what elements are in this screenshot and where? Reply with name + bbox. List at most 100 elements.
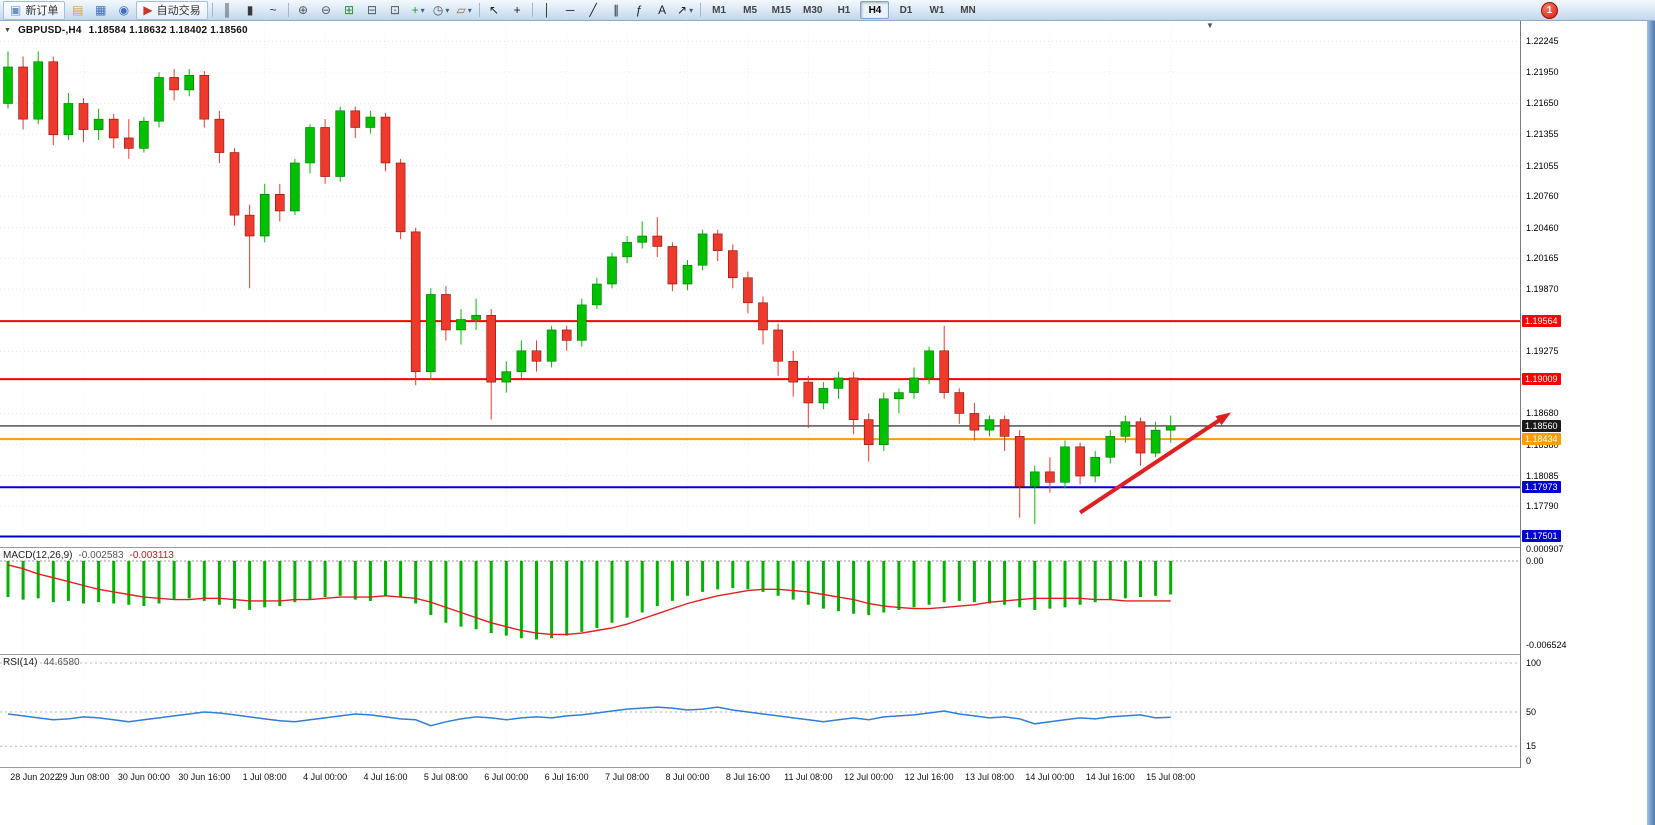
timeframe-h4-button-label: H4 — [868, 4, 882, 16]
bull-candle — [139, 120, 149, 149]
timeframe-m5-button[interactable]: M5 — [736, 1, 765, 19]
bull-candle — [305, 127, 315, 164]
dropdown-caret-icon[interactable]: ▾ — [689, 5, 694, 15]
tile-windows-icon[interactable]: ⊟ — [362, 1, 383, 20]
sound-alert-icon-icon: ◉ — [118, 3, 130, 17]
bear-candle — [863, 419, 874, 446]
bull-candle — [894, 392, 904, 400]
bear-candle — [788, 360, 799, 383]
price-axis-label: 1.18680 — [1526, 408, 1559, 419]
price-axis-label: 1.22245 — [1526, 36, 1559, 47]
bear-candle — [803, 381, 814, 404]
time-axis[interactable]: 28 Jun 2022 29 Jun 08:00 30 Jun 00:00 30 Ju… — [0, 768, 1520, 790]
timeframe-w1-button-label: W1 — [929, 4, 945, 16]
new-order-button[interactable]: ▣ 新订单 — [3, 0, 66, 20]
auto-trading-button-label: 自动交易 — [156, 5, 201, 17]
dropdown-caret-icon[interactable]: ▾ — [467, 5, 472, 15]
symbol-title: GBPUSD-,H4 — [17, 25, 82, 36]
zoom-in-icon[interactable]: ⊕ — [293, 1, 314, 20]
macd-value-main: -0.002583 — [78, 550, 124, 561]
macd-name: MACD(12,26,9) — [3, 550, 73, 561]
timeframe-w1-button[interactable]: W1 — [922, 1, 951, 19]
timeframe-h1-button[interactable]: H1 — [829, 1, 858, 19]
bear-candle — [848, 377, 859, 420]
timeframe-d1-button[interactable]: D1 — [891, 1, 920, 19]
bear-candle — [954, 392, 965, 414]
vertical-line-icon[interactable]: │ — [537, 1, 558, 20]
bear-candle — [1014, 436, 1025, 487]
dropdown-caret-icon[interactable]: ▾ — [420, 5, 425, 15]
bear-candle — [124, 137, 134, 149]
timeframe-m1-button-label: M1 — [712, 4, 727, 16]
cascade-windows-icon-icon: ⊡ — [390, 3, 401, 17]
arrows-tool-icon[interactable]: ↗ ▾ — [675, 1, 696, 20]
time-axis-label: 8 Jul 00:00 — [665, 772, 710, 782]
chart-shift-marker[interactable]: ▼ — [1206, 21, 1214, 30]
bull-candle — [1030, 471, 1040, 487]
bear-candle — [486, 315, 497, 383]
bear-candle — [1075, 446, 1085, 477]
periods-icon[interactable]: ◷ ▾ — [431, 1, 452, 20]
timeframe-m15-button[interactable]: M15 — [767, 1, 796, 19]
bull-candle — [365, 116, 376, 128]
fibonacci-icon[interactable]: ƒ — [629, 1, 650, 20]
auto-trading-icon: ▶ — [143, 3, 153, 17]
add-indicator-icon[interactable]: + ▾ — [408, 1, 429, 20]
templates-icon[interactable]: ▱ ▾ — [454, 1, 475, 20]
price-marker-1.18434: 1.18434 — [1522, 433, 1561, 446]
bear-candle — [48, 61, 59, 136]
bull-candle — [1150, 429, 1161, 454]
bear-candle — [108, 118, 119, 139]
grid-icon[interactable]: ⊞ — [339, 1, 360, 20]
zoom-out-icon[interactable]: ⊖ — [316, 1, 337, 20]
timeframe-m1-button[interactable]: M1 — [705, 1, 734, 19]
zoom-in-icon-icon: ⊕ — [298, 3, 309, 17]
bear-candle — [758, 302, 768, 331]
cursor-icon[interactable]: ↖ — [484, 1, 505, 20]
toolbar-separator — [211, 3, 213, 17]
ohlc-bars-chart-icon[interactable]: ║ — [217, 1, 238, 20]
trendline-icon-icon: ╱ — [589, 3, 597, 17]
macd-label: MACD(12,26,9) -0.002583 -0.003113 — [3, 550, 174, 561]
bull-candle — [576, 304, 587, 341]
chart-window-icon[interactable]: ▤ — [67, 1, 88, 20]
line-chart-icon[interactable]: ~ — [263, 1, 284, 20]
timeframe-h4-button[interactable]: H4 — [860, 1, 890, 19]
bull-candle — [33, 61, 44, 120]
bear-candle — [320, 127, 330, 177]
text-label-icon[interactable]: A — [652, 1, 673, 20]
price-chart-pane[interactable]: ▼ GBPUSD-,H4 1.18584 1.18632 1.18402 1.1… — [0, 20, 1520, 548]
timeframe-d1-button-label: D1 — [899, 4, 913, 16]
timeframe-mn-button[interactable]: MN — [953, 1, 982, 19]
bear-candle — [18, 66, 28, 120]
rsi-axis-label: 15 — [1526, 741, 1537, 752]
sound-alert-icon[interactable]: ◉ — [113, 1, 134, 20]
price-axis-label: 1.20460 — [1526, 222, 1559, 233]
channel-icon[interactable]: ∥ — [606, 1, 627, 20]
time-axis-label: 1 Jul 08:00 — [242, 772, 287, 782]
trend-arrow-head — [1215, 412, 1232, 426]
one-click-trading-toggle[interactable]: ▼ — [4, 27, 11, 34]
bull-candle — [456, 319, 466, 331]
macd-value-signal: -0.003113 — [129, 550, 174, 561]
bear-candle — [1045, 471, 1055, 483]
notification-badge[interactable]: 1 — [1541, 1, 1558, 19]
candlestick-chart-icon[interactable]: ▮ — [240, 1, 261, 20]
profiles-icon[interactable]: ▦ — [90, 1, 111, 20]
crosshair-icon[interactable]: + — [507, 1, 528, 20]
bull-candle — [622, 241, 632, 258]
time-axis-label: 4 Jul 16:00 — [363, 772, 408, 782]
price-axis[interactable]: 1.22245 1.21950 1.21650 1.21355 1.21055 1.207… — [1521, 20, 1647, 825]
auto-trading-button[interactable]: ▶ 自动交易 — [136, 0, 208, 20]
trend-arrow-line[interactable] — [1078, 416, 1224, 515]
macd-pane[interactable]: MACD(12,26,9) -0.002583 -0.003113 — [0, 548, 1520, 655]
price-axis-label: 1.20165 — [1526, 253, 1559, 264]
rsi-axis-label: 50 — [1526, 707, 1537, 717]
trendline-icon[interactable]: ╱ — [583, 1, 604, 20]
rsi-canvas — [0, 655, 1520, 767]
rsi-pane[interactable]: RSI(14) 44.6580 — [0, 655, 1520, 768]
timeframe-m30-button[interactable]: M30 — [798, 1, 827, 19]
cascade-windows-icon[interactable]: ⊡ — [385, 1, 406, 20]
dropdown-caret-icon[interactable]: ▾ — [445, 5, 450, 15]
horizontal-line-icon[interactable]: ─ — [560, 1, 581, 20]
